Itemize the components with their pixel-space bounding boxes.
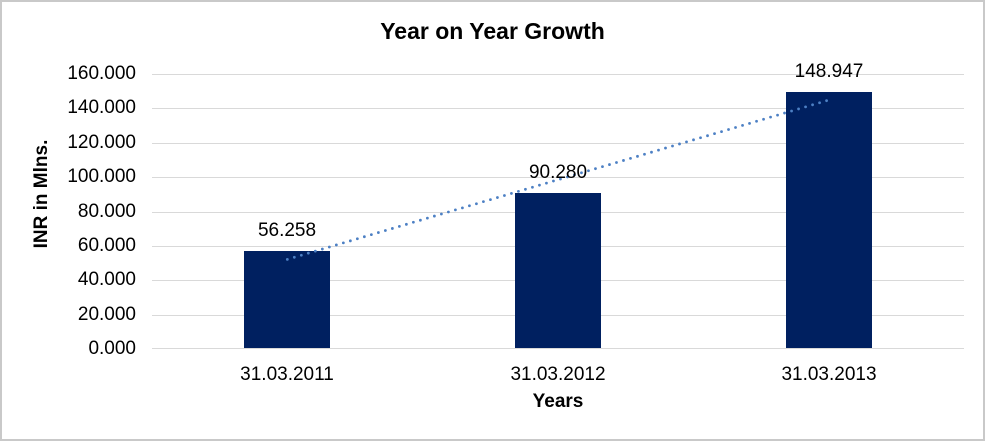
y-axis-title: INR in Mlns. [31,139,52,249]
x-axis-title: Years [532,391,584,412]
plot-area: 56.258 90.280 148.947 [152,61,964,349]
x-tick-label: 31.03.2013 [781,364,877,385]
y-tick-label: 40.000 [77,269,136,290]
y-tick-label: 160.000 [67,63,136,84]
y-tick-label: 0.000 [88,338,136,359]
bar-value-label: 148.947 [794,61,864,82]
bar [786,92,872,348]
bar [244,251,330,348]
y-tick-label: 100.000 [67,166,136,187]
gridline [152,177,964,178]
y-tick-label: 120.000 [67,132,136,153]
y-tick-label: 20.000 [77,304,136,325]
x-tick-label: 31.03.2012 [510,364,606,385]
gridline [152,143,964,144]
y-tick-label: 60.000 [77,235,136,256]
y-tick-label: 80.000 [77,201,136,222]
y-tick-label: 140.000 [67,97,136,118]
gridline [152,74,964,75]
gridline [152,348,964,349]
gridline [152,108,964,109]
bar-value-label: 90.280 [528,162,588,183]
bar [515,193,601,348]
trendline [285,98,831,261]
x-tick-label: 31.03.2011 [240,364,334,385]
chart-title: Year on Year Growth [380,18,605,44]
bar-value-label: 56.258 [257,220,317,241]
